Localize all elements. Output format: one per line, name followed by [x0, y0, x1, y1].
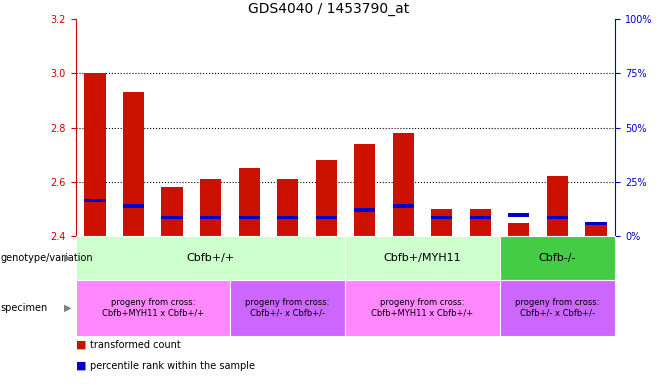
Bar — [393, 133, 414, 236]
Bar — [84, 73, 105, 236]
Text: ■: ■ — [76, 340, 86, 350]
Text: progeny from cross:
Cbfb+/- x Cbfb+/-: progeny from cross: Cbfb+/- x Cbfb+/- — [515, 298, 599, 318]
Bar — [277, 179, 298, 236]
Bar — [431, 209, 453, 236]
Text: percentile rank within the sample: percentile rank within the sample — [90, 361, 255, 371]
Bar — [316, 216, 337, 219]
Text: Cbfb-/-: Cbfb-/- — [539, 253, 576, 263]
Bar — [508, 214, 530, 217]
Text: ■: ■ — [76, 361, 86, 371]
Bar — [123, 93, 144, 236]
Text: ▶: ▶ — [64, 303, 71, 313]
Bar — [238, 168, 260, 236]
Text: genotype/variation: genotype/variation — [1, 253, 93, 263]
Text: Cbfb+/+: Cbfb+/+ — [186, 253, 235, 263]
Text: transformed count: transformed count — [90, 340, 181, 350]
Bar — [586, 223, 607, 236]
Bar — [316, 160, 337, 236]
Bar — [586, 222, 607, 225]
Text: ▶: ▶ — [64, 253, 71, 263]
Bar — [238, 216, 260, 219]
Bar — [354, 209, 375, 212]
Bar — [123, 204, 144, 208]
Bar — [470, 216, 491, 219]
Text: progeny from cross:
Cbfb+/- x Cbfb+/-: progeny from cross: Cbfb+/- x Cbfb+/- — [245, 298, 330, 318]
Bar — [393, 204, 414, 208]
Bar — [547, 216, 568, 219]
Bar — [431, 216, 453, 219]
Bar — [200, 179, 221, 236]
Bar — [470, 209, 491, 236]
Bar — [277, 216, 298, 219]
Bar — [200, 216, 221, 219]
Bar — [161, 187, 183, 236]
Text: progeny from cross:
Cbfb+MYH11 x Cbfb+/+: progeny from cross: Cbfb+MYH11 x Cbfb+/+ — [102, 298, 204, 318]
Text: progeny from cross:
Cbfb+MYH11 x Cbfb+/+: progeny from cross: Cbfb+MYH11 x Cbfb+/+ — [372, 298, 474, 318]
Text: specimen: specimen — [1, 303, 48, 313]
Text: GDS4040 / 1453790_at: GDS4040 / 1453790_at — [248, 2, 410, 16]
Bar — [84, 199, 105, 202]
Text: Cbfb+/MYH11: Cbfb+/MYH11 — [384, 253, 461, 263]
Bar — [354, 144, 375, 236]
Bar — [161, 216, 183, 219]
Bar — [508, 223, 530, 236]
Bar — [547, 177, 568, 236]
